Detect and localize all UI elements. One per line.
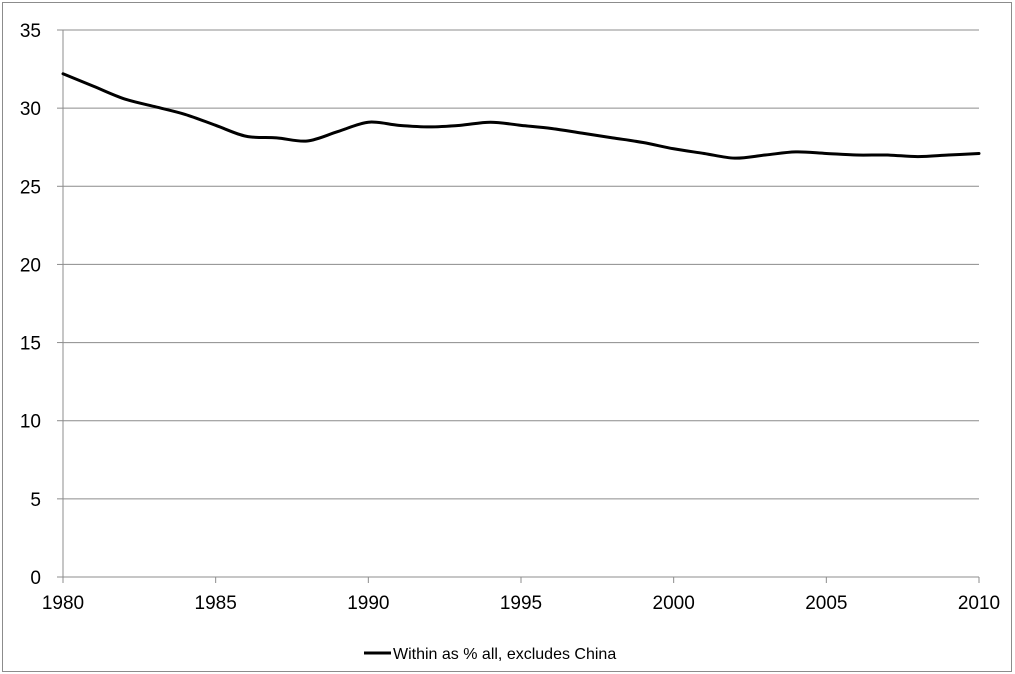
y-tick-label-25: 25 <box>20 177 41 198</box>
x-tick-label-2000: 2000 <box>653 593 695 614</box>
y-tick-labels: 0 5 10 15 20 25 30 35 <box>20 21 41 589</box>
grid-lines <box>63 29 979 500</box>
x-tick-label-2005: 2005 <box>805 593 847 614</box>
series-line-0 <box>61 72 981 160</box>
y-tick-label-20: 20 <box>20 255 41 276</box>
y-tick-label-5: 5 <box>30 490 41 511</box>
y-tick-label-10: 10 <box>20 412 41 433</box>
y-tick-label-15: 15 <box>20 334 41 355</box>
series-lines <box>61 72 981 160</box>
axes <box>57 29 980 583</box>
y-tick-label-0: 0 <box>30 568 41 589</box>
x-tick-labels: 1980 1985 1990 1995 2000 2005 2010 <box>42 593 1000 614</box>
x-tick-label-1980: 1980 <box>42 593 84 614</box>
x-tick-label-1995: 1995 <box>500 593 542 614</box>
y-tick-label-30: 30 <box>20 99 41 120</box>
legend: Within as % all, excludes China <box>364 646 616 663</box>
x-tick-label-2010: 2010 <box>958 593 1000 614</box>
x-tick-label-1985: 1985 <box>195 593 237 614</box>
y-tick-label-35: 35 <box>20 21 41 42</box>
x-tick-label-1990: 1990 <box>347 593 389 614</box>
legend-label: Within as % all, excludes China <box>393 646 616 663</box>
